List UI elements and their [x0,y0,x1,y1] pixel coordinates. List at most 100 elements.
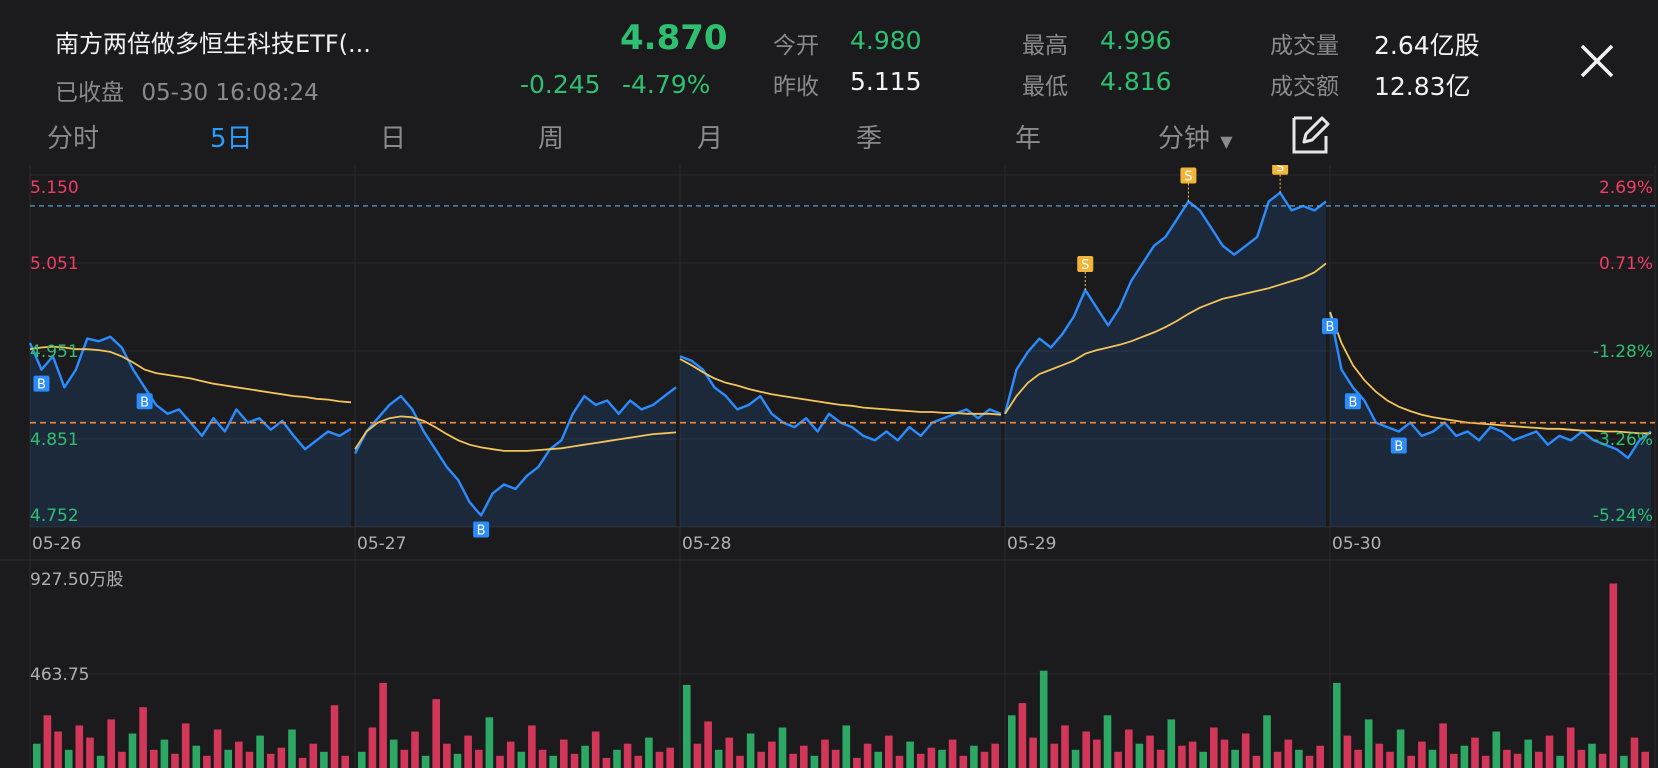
tab-month[interactable]: 月 [697,124,724,154]
volume-bar [432,699,440,768]
volume-bar [778,727,787,768]
stat-open-label: 今开 [773,33,819,59]
volume-bar [980,751,989,768]
volume-bar [581,745,589,768]
volume-bar [1050,743,1059,768]
stat-prevclose-label: 昨收 [773,74,819,100]
close-icon[interactable] [1576,40,1618,82]
stat-low-value: 4.816 [1100,67,1172,96]
price-area-day-4 [1005,192,1326,527]
volume-bar [517,751,526,768]
volume-bar [634,755,643,768]
volume-bar [831,749,840,768]
volume-bar [970,745,978,768]
volume-bar [1481,755,1490,768]
avg-line-day-3 [679,358,1002,416]
volume-bar [192,745,201,768]
volume-bar [746,733,755,768]
volume-bar [874,751,882,768]
price-area-day-3 [680,356,1001,527]
trade-marker-label: B [477,524,486,539]
volume-bar [1343,735,1352,768]
volume-bar [389,739,398,768]
volume-bar [853,757,861,768]
volume-bar [411,731,419,768]
price-tick-label: 4.752 [30,506,79,526]
volume-bar [256,735,264,768]
volume-bar [789,753,797,768]
tab-intraday[interactable]: 分时 [47,124,100,154]
volume-bar [1210,727,1218,768]
volume-bar [506,741,515,768]
tab-minute[interactable]: 分钟 ▼ [1158,118,1233,155]
volume-bar [1545,735,1554,768]
price-area-day-1 [30,336,351,527]
volume-bar [1093,739,1101,768]
volume-bar [906,741,914,768]
volume-bar [43,715,52,768]
volume-bar [1146,735,1154,768]
volume-bar [1188,741,1197,768]
volume-bar [266,753,275,768]
volume-bar [1018,703,1027,768]
trade-marker-label: B [1326,320,1335,335]
volume-bar [107,719,115,768]
volume-bar [368,727,377,768]
tab-year[interactable]: 年 [1015,124,1042,154]
draw-tool-icon[interactable] [1290,114,1330,156]
price-tick-label: 5.051 [30,254,79,274]
volume-bar [736,755,744,768]
trade-marker-S: S [1077,255,1094,290]
volume-bar [1295,749,1303,768]
volume-bar [1135,743,1144,768]
volume-bar [1492,731,1501,768]
date-tick-label: 05-26 [32,534,81,554]
volume-bar [757,751,765,768]
volume-bar [203,755,211,768]
volume-bar [1252,755,1261,768]
volume-bar [1199,751,1207,768]
stat-prevclose-value: 5.115 [850,67,922,96]
price-change-pct: -4.79% [622,70,711,99]
date-tick-label: 05-29 [1007,534,1056,554]
tab-quarter[interactable]: 季 [856,124,883,154]
volume-bar [298,757,307,768]
price-line-day-2 [353,386,677,517]
volume-bar [1263,715,1271,768]
volume-bar [1588,743,1596,768]
volume-bar [1598,753,1607,768]
volume-bar [421,755,430,768]
volume-bar [1641,751,1649,768]
date-tick-label: 05-28 [682,534,731,554]
volume-bar [1418,741,1426,768]
volume-bar [1428,749,1437,768]
trade-marker-badge [136,393,153,410]
stat-low-label: 最低 [1022,74,1068,100]
avg-line-day-1 [29,345,352,404]
tab-week[interactable]: 周 [538,124,565,154]
volume-bar [1103,715,1112,768]
volume-bar [1535,751,1543,768]
volume-bar [139,707,147,768]
volume-bar [496,755,504,768]
volume-bar [1354,749,1362,768]
volume-bar [1609,583,1618,768]
five-day-chart[interactable]: 5.150 5.051 4.951 4.851 4.752 2.69% 0.71% -1.28… [0,165,1658,768]
tab-day[interactable]: 日 [380,124,407,154]
volume-bar [538,749,547,768]
volume-bar [1125,729,1133,768]
volume-bar [1513,753,1522,768]
volume-bar [948,739,957,768]
trade-marker-label: S [1081,258,1089,273]
volume-bar [655,751,664,768]
volume-bar [75,725,84,768]
volume-bar [704,721,712,768]
volume-bar [991,743,999,768]
volume-bar [821,739,829,768]
date-tick-label: 05-27 [357,534,406,554]
volume-bar [1439,723,1447,768]
tab-5day[interactable]: 5日 [210,124,253,154]
quote-header: 南方两倍做多恒生科技ETF(... 已收盘 05-30 16:08:24 4.8… [0,0,1658,112]
volume-bar [528,725,536,768]
volume-bar [591,731,600,768]
